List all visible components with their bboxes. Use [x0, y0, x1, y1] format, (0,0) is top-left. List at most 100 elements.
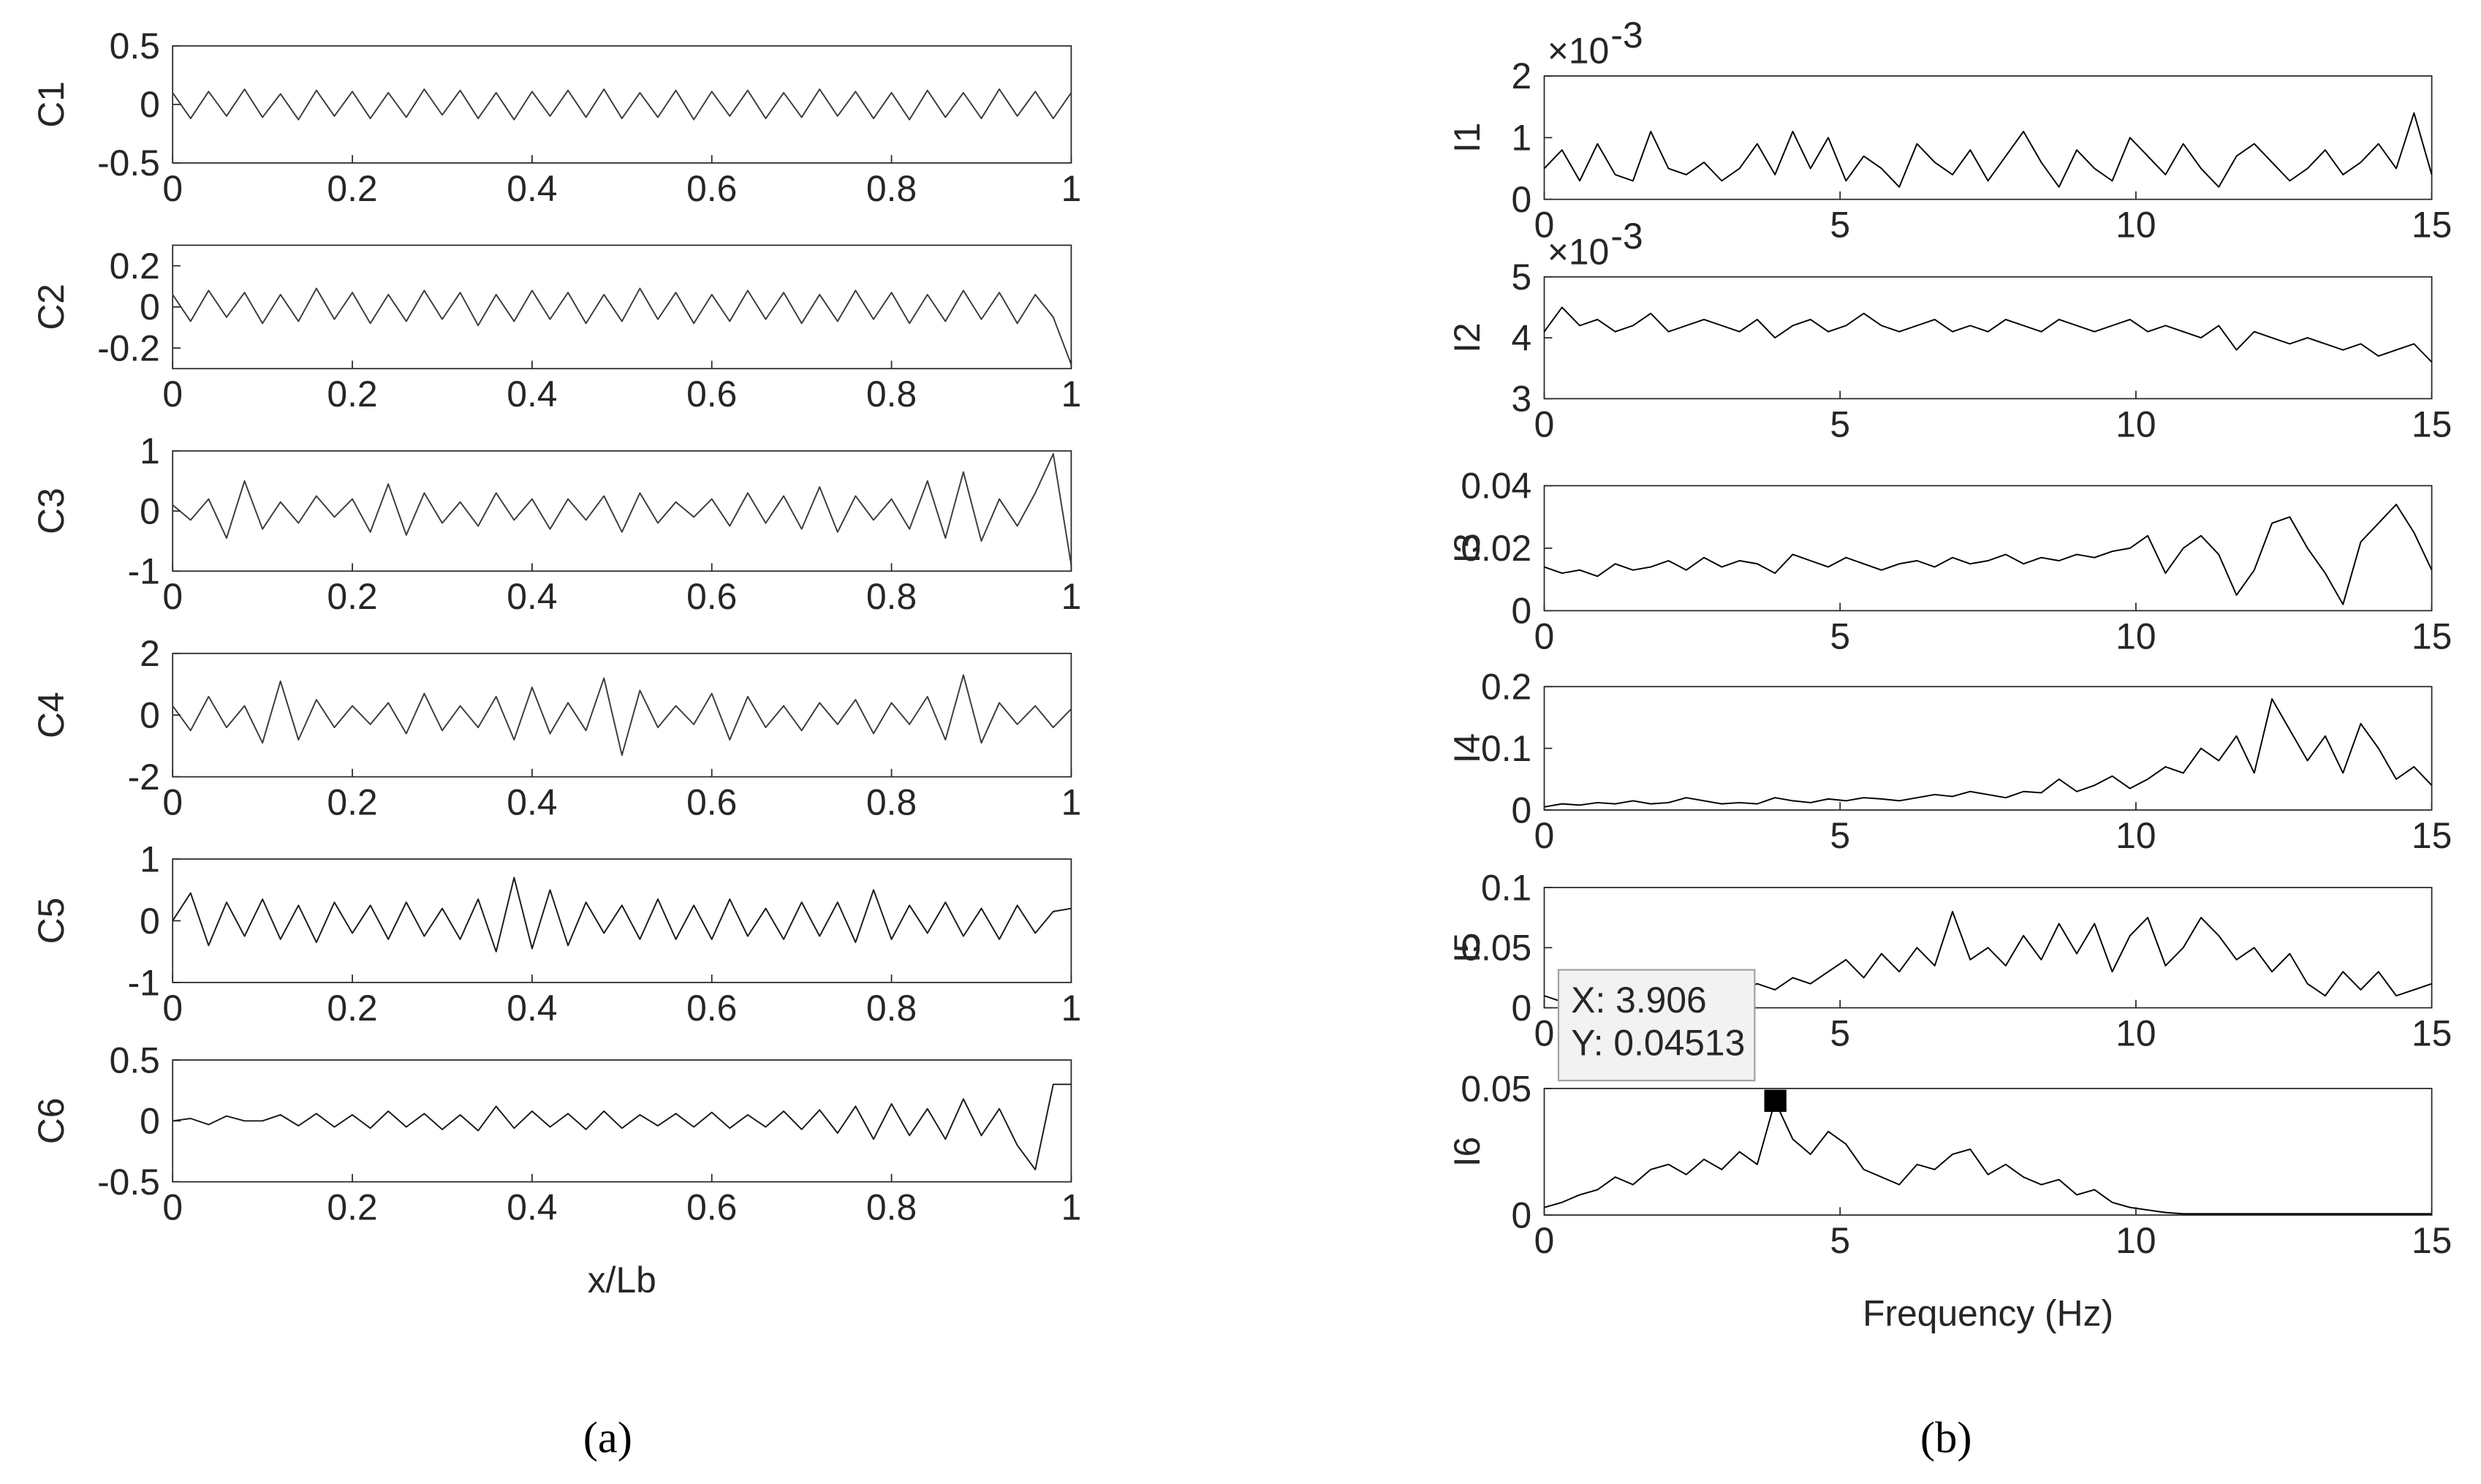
y-tick-label: 0: [1512, 591, 1532, 632]
y-tick-label: 0: [140, 901, 160, 942]
x-tick-label: 1: [1061, 576, 1082, 617]
y-tick-label: 1: [1512, 118, 1532, 159]
y-tick-label: 0.1: [1481, 728, 1531, 769]
y-exponent-power: -3: [1610, 15, 1643, 56]
x-tick-label: 0.2: [327, 1187, 377, 1228]
x-tick-label: 0.2: [327, 576, 377, 617]
y-tick-label: 1: [140, 431, 160, 472]
y-tick-label: 0: [1512, 179, 1532, 220]
plot-frame: [1543, 1088, 2433, 1216]
x-tick-label: 0: [162, 988, 183, 1029]
y-tick-label: 0.5: [110, 26, 160, 67]
data-line: [1543, 112, 2433, 188]
y-tick-label: 0: [140, 84, 160, 125]
y-tick-label: -1: [128, 962, 160, 1003]
data-line: [172, 877, 1072, 953]
x-tick-label: 0.2: [327, 374, 377, 414]
x-tick-label: 0.4: [507, 168, 557, 209]
x-tick-label: 15: [2412, 404, 2452, 444]
x-tick-label: 15: [2412, 815, 2452, 856]
datatip-x: X: 3.906: [1571, 980, 1706, 1021]
y-axis-label: I1: [1447, 123, 1488, 154]
y-tick-label: 0: [140, 287, 160, 328]
x-tick-label: 15: [2412, 1013, 2452, 1054]
data-line: [172, 453, 1072, 566]
x-tick-label: 1: [1061, 988, 1082, 1029]
x-axis-label: x/Lb: [588, 1260, 656, 1301]
y-exponent-base: ×10: [1548, 31, 1609, 72]
x-tick-label: 5: [1830, 1013, 1850, 1054]
x-tick-label: 0: [1534, 404, 1555, 444]
x-tick-label: 0.4: [507, 782, 557, 823]
x-tick-label: 5: [1830, 205, 1850, 246]
x-tick-label: 15: [2412, 1220, 2452, 1261]
x-tick-label: 0.4: [507, 374, 557, 414]
x-tick-label: 0.4: [507, 1187, 557, 1228]
x-tick-label: 0.8: [866, 782, 917, 823]
x-tick-label: 0: [162, 576, 183, 617]
y-tick-label: 4: [1512, 317, 1532, 358]
y-tick-label: 0.05: [1461, 1068, 1531, 1109]
plot-frame: [172, 652, 1072, 778]
data-line: [172, 674, 1072, 757]
x-tick-label: 0.6: [686, 988, 737, 1029]
y-tick-label: -0.5: [97, 1162, 160, 1203]
y-tick-label: 0.05: [1461, 928, 1531, 969]
plot-frame: [1543, 485, 2433, 612]
y-axis-label: C6: [31, 1098, 72, 1145]
x-tick-label: 0.4: [507, 576, 557, 617]
x-tick-label: 10: [2116, 404, 2156, 444]
x-tick-label: 5: [1830, 815, 1850, 856]
plot-frame: [1543, 276, 2433, 400]
y-tick-label: 0.04: [1461, 466, 1531, 507]
x-tick-label: 0.6: [686, 374, 737, 414]
y-tick-label: -0.5: [97, 143, 160, 183]
y-tick-label: 5: [1512, 257, 1532, 298]
y-tick-label: 0.02: [1461, 528, 1531, 569]
y-tick-label: 1: [140, 838, 160, 879]
y-tick-label: -1: [128, 551, 160, 592]
y-tick-label: 0: [140, 1101, 160, 1142]
y-tick-label: 0: [140, 491, 160, 531]
x-tick-label: 0.6: [686, 782, 737, 823]
plot-frame: [172, 858, 1072, 983]
x-tick-label: 1: [1061, 374, 1082, 414]
data-line: [1543, 306, 2433, 363]
x-tick-label: 0.6: [686, 576, 737, 617]
x-tick-label: 1: [1061, 1187, 1082, 1228]
x-tick-label: 0.8: [866, 576, 917, 617]
data-line: [173, 1083, 1072, 1170]
y-axis-label: C4: [31, 692, 72, 738]
y-tick-label: 0: [140, 695, 160, 736]
plot-frame: [1543, 686, 2433, 811]
x-tick-label: 0: [1534, 815, 1555, 856]
x-tick-label: 10: [2116, 205, 2156, 246]
x-tick-label: 0: [1534, 1220, 1555, 1261]
x-tick-label: 0.8: [866, 988, 917, 1029]
x-tick-label: 0.8: [866, 168, 917, 209]
y-tick-label: 0.5: [110, 1040, 160, 1080]
y-axis-label: I2: [1447, 322, 1488, 353]
x-tick-label: 0.2: [327, 782, 377, 823]
y-tick-label: 3: [1512, 379, 1532, 420]
y-exponent-power: -3: [1610, 216, 1643, 257]
y-axis-label: C5: [31, 898, 72, 944]
x-tick-label: 1: [1061, 168, 1082, 209]
y-axis-label: I4: [1447, 733, 1488, 764]
plot-frame: [172, 1059, 1072, 1183]
panel-label: (a): [583, 1414, 632, 1463]
datatip-box: [1557, 969, 1756, 1082]
x-tick-label: 10: [2116, 1013, 2156, 1054]
x-tick-label: 0: [1534, 1013, 1555, 1054]
y-axis-label: I6: [1447, 1137, 1488, 1167]
x-tick-label: 15: [2412, 205, 2452, 246]
x-tick-label: 0.8: [866, 374, 917, 414]
panel-label: (b): [1920, 1414, 1972, 1463]
y-axis-label: I3: [1447, 533, 1488, 564]
y-tick-label: 2: [1512, 56, 1532, 96]
x-tick-label: 5: [1830, 1220, 1850, 1261]
x-tick-label: 5: [1830, 616, 1850, 656]
x-tick-label: 10: [2116, 616, 2156, 656]
x-tick-label: 15: [2412, 616, 2452, 656]
